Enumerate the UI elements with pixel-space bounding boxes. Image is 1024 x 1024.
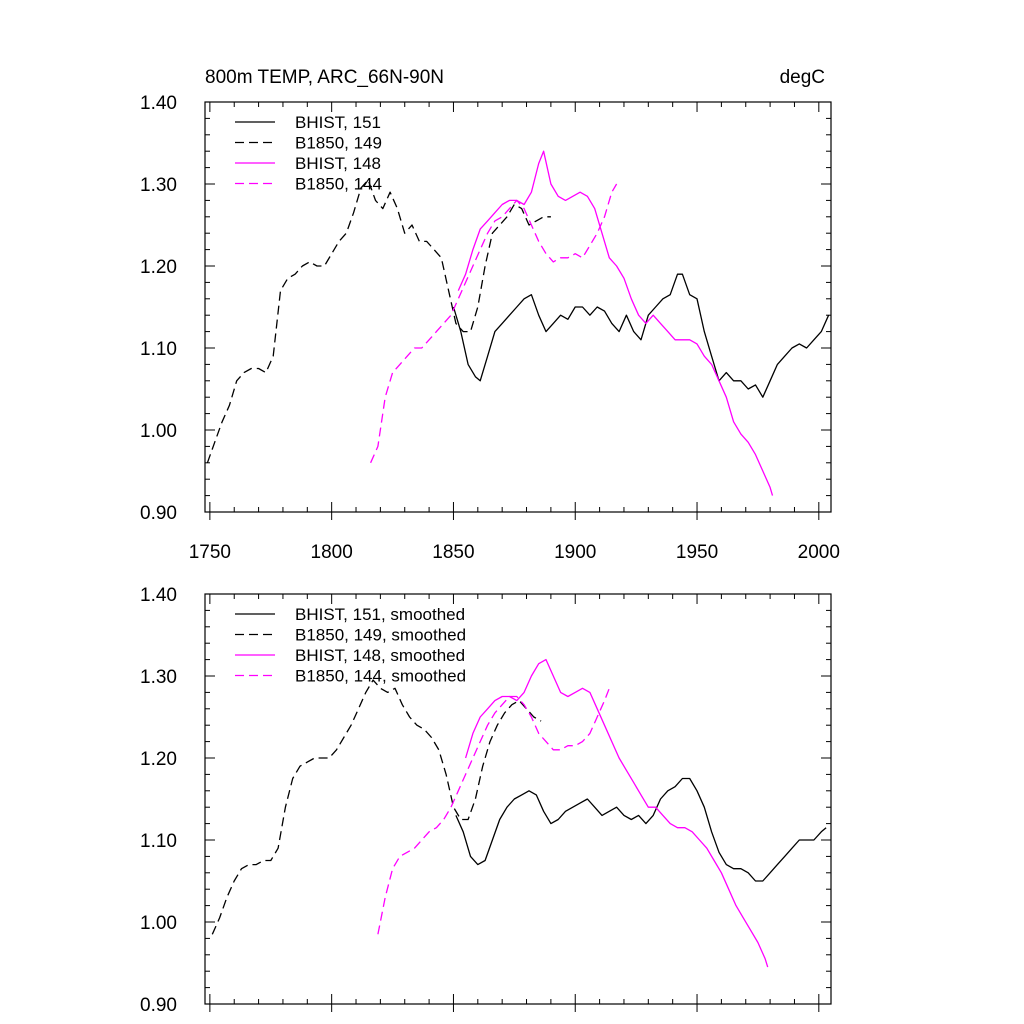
y-tick-label: 1.00 [140, 913, 177, 934]
x-tick-label: 1800 [311, 542, 353, 563]
y-tick-label: 1.30 [140, 667, 177, 688]
y-tick-label: 1.10 [140, 831, 177, 852]
plot-frame [204, 101, 832, 513]
legend-label: B1850, 144, smoothed [295, 667, 466, 686]
x-tick-label: 1900 [554, 542, 596, 563]
series-line-3 [464, 658, 769, 968]
panel-top: 0.90 1.00 1.10 1.20 1.30 1.40 1750 1800 1850 1900… [140, 93, 840, 563]
legend-label: BHIST, 148, smoothed [295, 646, 465, 665]
y-tick-label: 1.20 [140, 749, 177, 770]
series-line-3 [457, 150, 774, 496]
legend-label: B1850, 144 [295, 175, 382, 194]
series-line-1 [455, 777, 827, 882]
y-tick-label: 1.40 [140, 585, 177, 606]
x-tick-label: 1950 [676, 542, 718, 563]
y-tick-label: 1.10 [140, 339, 177, 360]
series-line-4 [370, 183, 618, 464]
y-tick-label: 0.90 [140, 995, 177, 1016]
series-line-4 [377, 688, 610, 935]
panel-bottom: 0.90 1.00 1.10 1.20 1.30 1.40 BHIST, 151, smoo… [140, 585, 832, 1016]
legend-label: B1850, 149 [295, 134, 382, 153]
x-tick-label: 2000 [798, 542, 840, 563]
legend-label: B1850, 149, smoothed [295, 626, 466, 645]
y-tick-label: 1.20 [140, 257, 177, 278]
y-tick-label: 1.30 [140, 175, 177, 196]
y-tick-label: 1.40 [140, 93, 177, 114]
legend-label: BHIST, 151 [295, 113, 381, 132]
series-line-2 [206, 179, 551, 464]
x-tick-label: 1750 [189, 542, 231, 563]
legend-label: BHIST, 148 [295, 154, 381, 173]
series-line-1 [452, 273, 830, 398]
figure-units: degC [780, 67, 825, 88]
plot-frame [204, 593, 832, 1005]
series-line-2 [211, 679, 542, 935]
y-tick-label: 0.90 [140, 503, 177, 524]
y-tick-label: 1.00 [140, 421, 177, 442]
legend-label: BHIST, 151, smoothed [295, 605, 465, 624]
figure-title: 800m TEMP, ARC_66N-90N [205, 67, 444, 88]
x-tick-label: 1850 [432, 542, 474, 563]
